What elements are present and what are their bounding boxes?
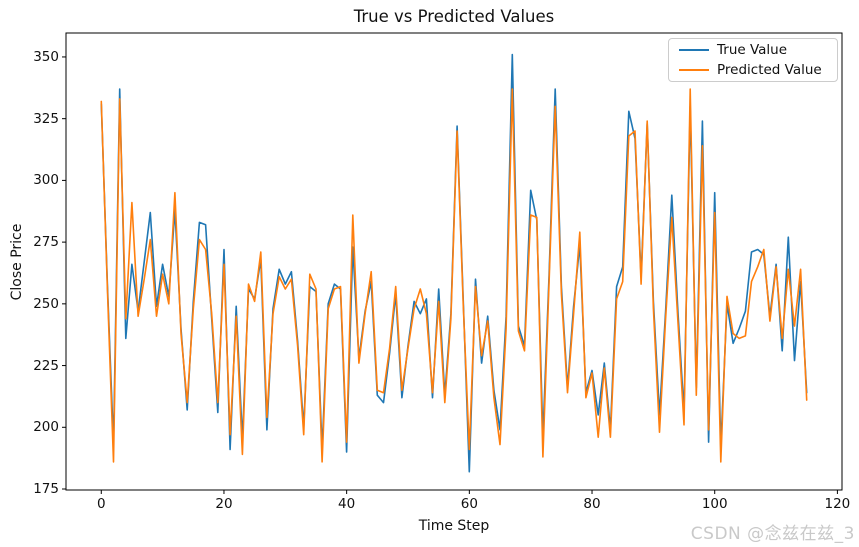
y-tick-label: 250: [33, 295, 59, 312]
legend-item-predicted-value: Predicted Value: [669, 62, 837, 78]
axes-spines: [65, 32, 843, 491]
true-value-line-swatch: [679, 49, 709, 51]
chart-title: True vs Predicted Values: [353, 7, 555, 26]
x-tick-label: 60: [460, 496, 478, 512]
legend-label-true-value: True Value: [717, 42, 788, 58]
predicted-value-line-swatch: [679, 69, 709, 71]
legend-label-predicted-value: Predicted Value: [717, 62, 822, 78]
y-tick-label: 325: [33, 110, 59, 127]
legend-item-true-value: True Value: [669, 42, 837, 58]
x-tick-label: 0: [96, 496, 106, 512]
x-tick-label: 80: [583, 496, 601, 512]
y-axis-label: Close Price: [9, 223, 25, 301]
series-line-predicted-value: [100, 88, 808, 463]
x-axis-label: Time Step: [418, 518, 490, 534]
y-tick-label: 300: [33, 172, 59, 189]
legend: True Value Predicted Value: [668, 38, 838, 82]
y-tick-label: 350: [33, 48, 59, 65]
y-tick-label: 200: [33, 419, 59, 436]
y-tick-label: 225: [33, 357, 59, 374]
y-tick-label: 275: [33, 234, 59, 251]
watermark: CSDN @念兹在兹_3: [690, 524, 855, 544]
x-tick-label: 40: [338, 496, 356, 512]
y-tick-label: 175: [33, 481, 59, 497]
x-tick-label: 20: [215, 496, 233, 512]
x-tick-label: 120: [824, 496, 851, 512]
x-tick-label: 100: [701, 496, 728, 512]
